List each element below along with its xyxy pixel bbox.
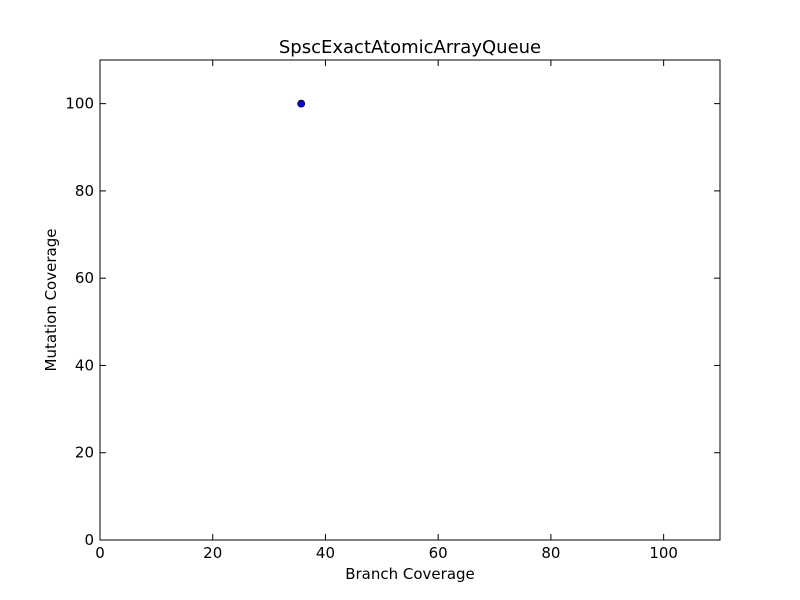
y-axis-ticks: 0 20 40 60 80 100: [65, 95, 720, 549]
data-points: [297, 99, 306, 108]
plot-area: [99, 59, 721, 541]
x-tick-label: 0: [95, 544, 105, 562]
y-tick-label: 20: [75, 444, 94, 462]
x-tick-label: 80: [541, 544, 560, 562]
x-tick-label: 40: [316, 544, 335, 562]
x-tick-label: 60: [429, 544, 448, 562]
x-tick-label: 20: [203, 544, 222, 562]
x-tick-label: 100: [649, 544, 678, 562]
y-tick-label: 40: [75, 356, 94, 374]
x-axis-label: Branch Coverage: [345, 565, 475, 583]
y-tick-label: 100: [65, 95, 94, 113]
data-point: [297, 99, 306, 108]
x-axis-ticks: 0 20 40 60 80 100: [95, 60, 678, 562]
y-tick-label: 0: [84, 531, 94, 549]
y-axis-label: Mutation Coverage: [42, 229, 60, 372]
y-tick-label: 80: [75, 182, 94, 200]
chart-title: SpscExactAtomicArrayQueue: [279, 37, 541, 58]
y-tick-label: 60: [75, 269, 94, 287]
